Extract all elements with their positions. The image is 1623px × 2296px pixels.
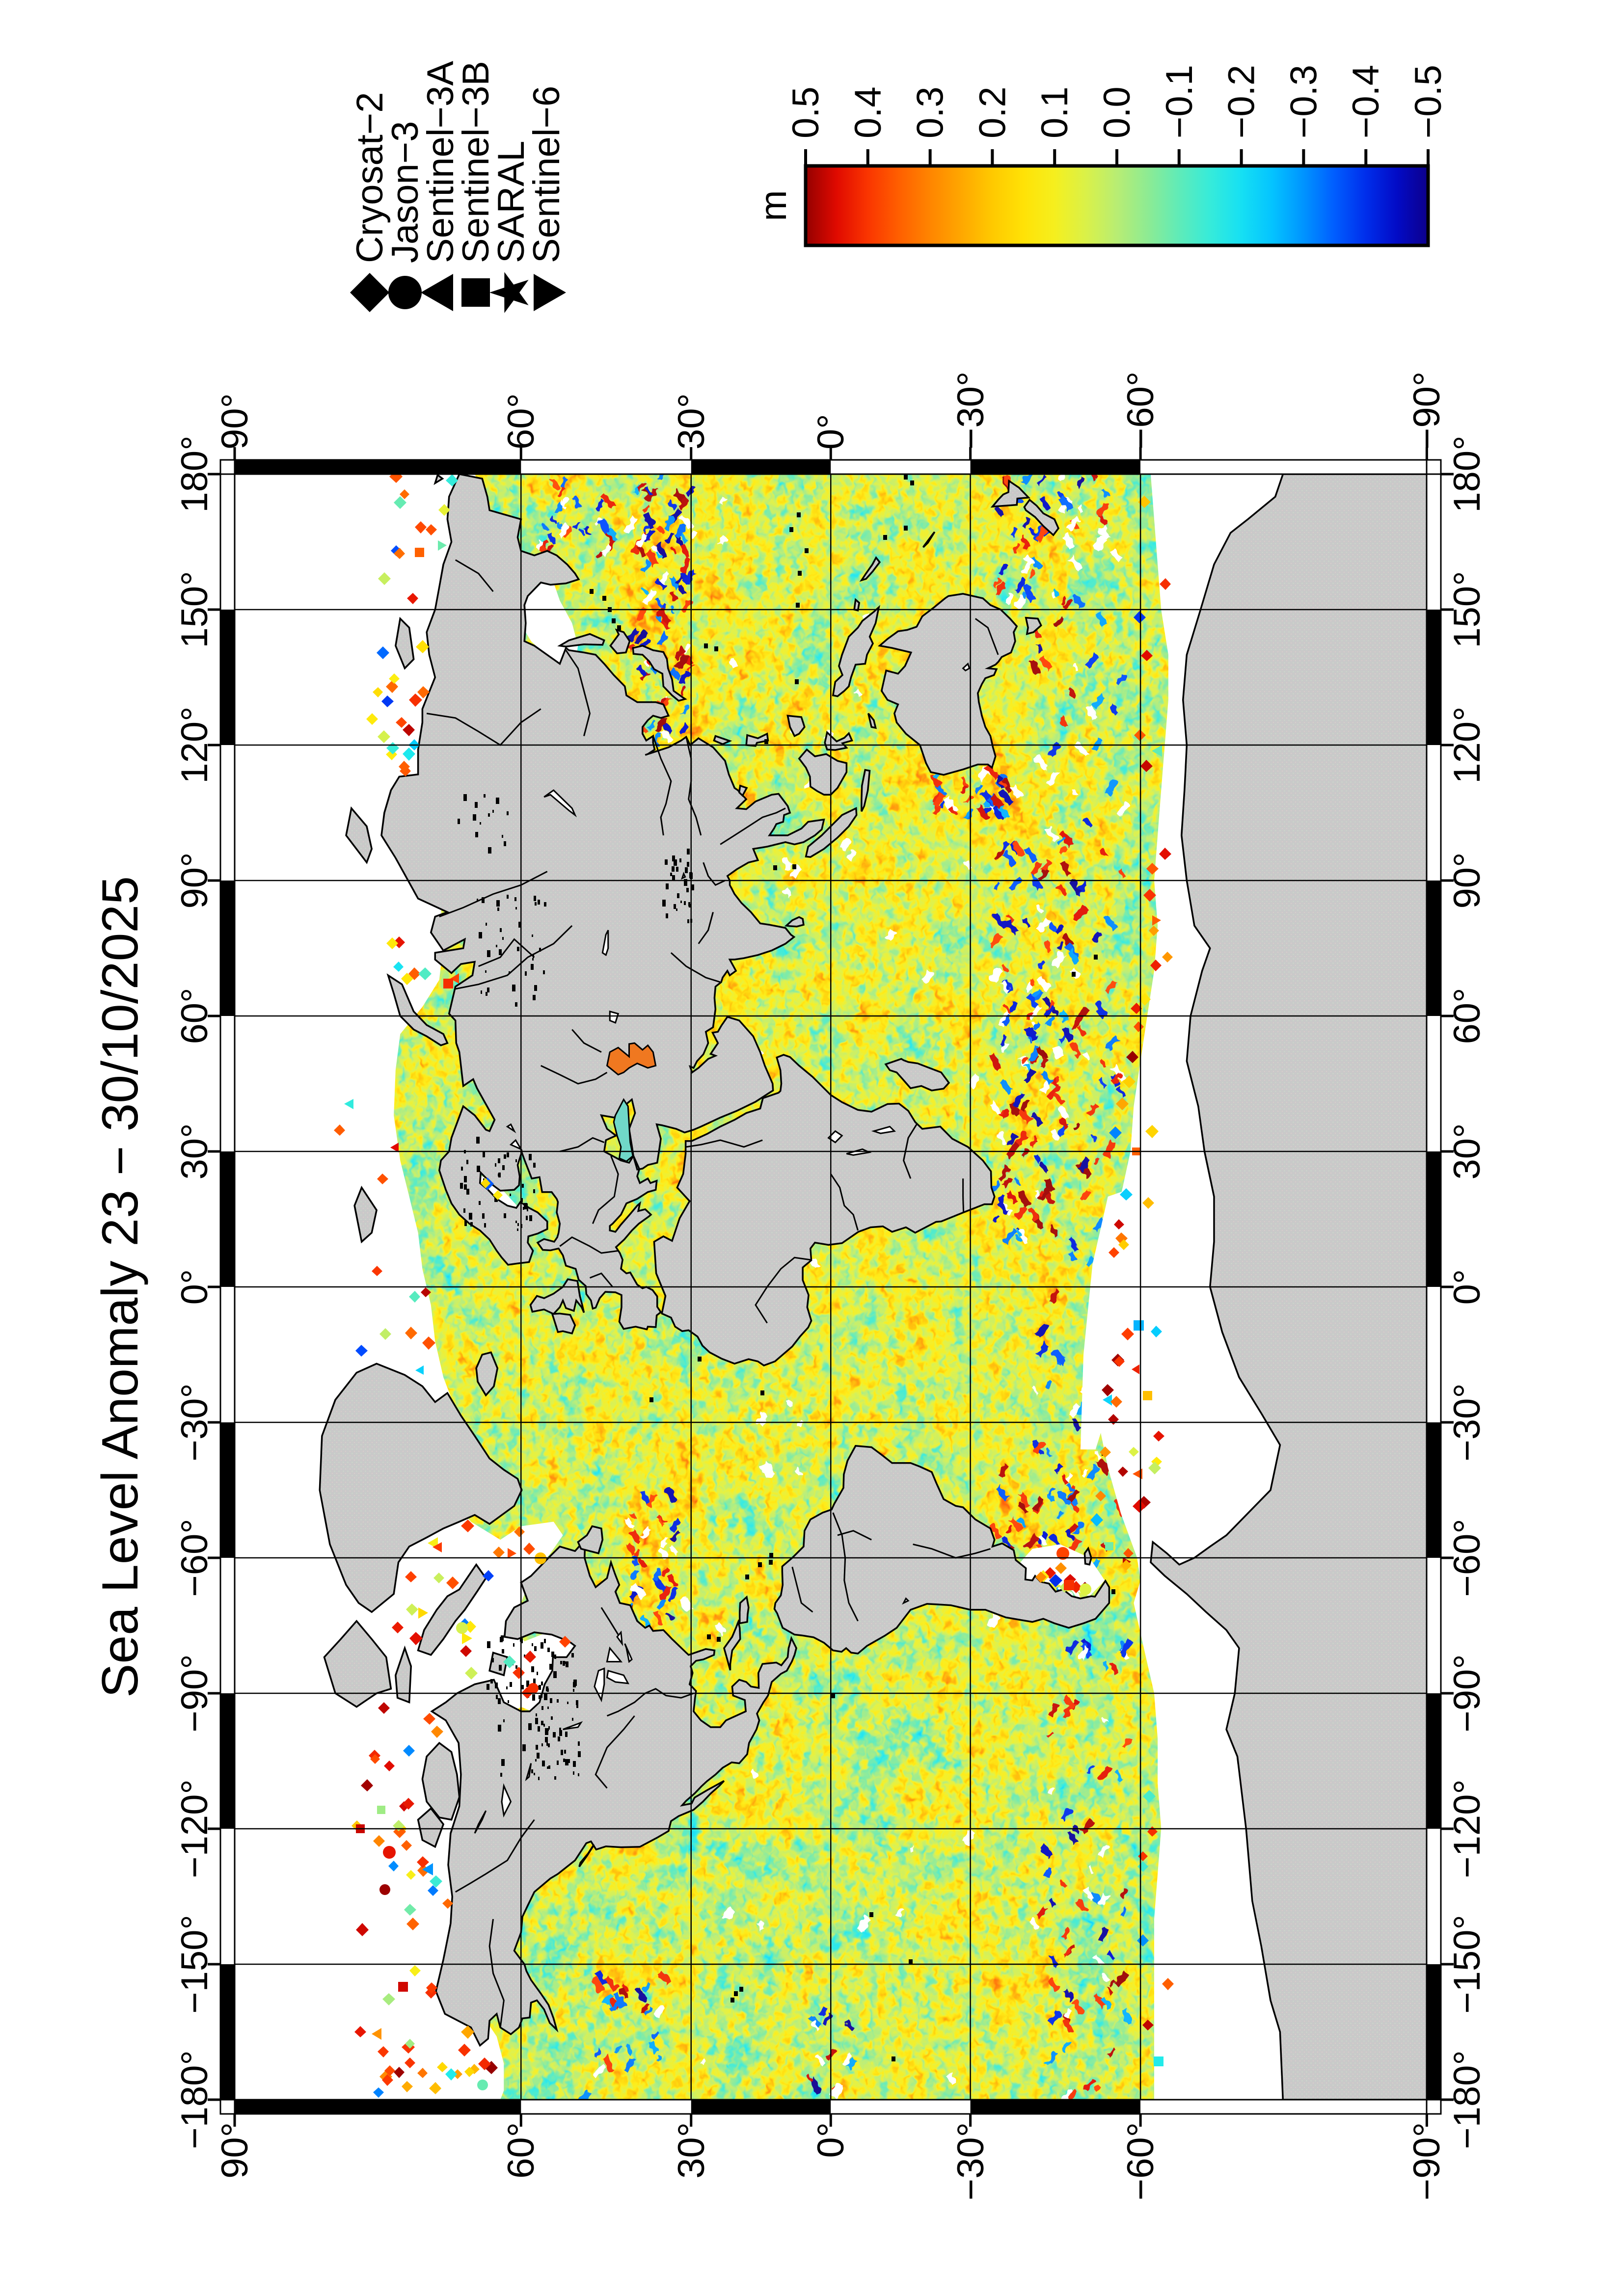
svg-text:−150°: −150° [1446, 1915, 1488, 2014]
svg-text:60°: 60° [500, 393, 542, 450]
svg-text:Jason−3: Jason−3 [384, 121, 426, 263]
svg-text:30°: 30° [1446, 1123, 1488, 1180]
svg-text:−0.2: −0.2 [1221, 65, 1263, 138]
svg-text:−150°: −150° [174, 1915, 216, 2014]
svg-text:−30°: −30° [174, 1383, 216, 1461]
svg-text:180°: 180° [1446, 435, 1488, 512]
svg-text:90°: 90° [1446, 853, 1488, 909]
svg-text:30°: 30° [671, 393, 712, 450]
svg-text:−0.5: −0.5 [1407, 65, 1449, 138]
svg-text:90°: 90° [174, 853, 216, 909]
svg-text:−180°: −180° [174, 2050, 216, 2149]
svg-text:0.5: 0.5 [785, 86, 827, 138]
svg-text:−0.3: −0.3 [1283, 65, 1325, 138]
svg-text:−60°: −60° [1120, 2122, 1162, 2200]
svg-text:0°: 0° [1446, 1269, 1488, 1305]
svg-text:180°: 180° [174, 435, 216, 512]
svg-text:0.4: 0.4 [847, 86, 889, 138]
svg-text:0.0: 0.0 [1096, 86, 1138, 138]
svg-text:−60°: −60° [1120, 372, 1162, 450]
svg-text:−90°: −90° [1446, 1654, 1488, 1732]
svg-text:60°: 60° [174, 988, 216, 1044]
svg-text:−30°: −30° [950, 2122, 992, 2200]
svg-text:30°: 30° [174, 1123, 216, 1180]
svg-text:120°: 120° [174, 706, 216, 783]
svg-text:0°: 0° [810, 414, 852, 450]
svg-text:90°: 90° [214, 393, 256, 450]
svg-text:m: m [753, 190, 794, 221]
svg-text:150°: 150° [174, 571, 216, 648]
svg-text:Cryosat−2: Cryosat−2 [349, 92, 391, 264]
svg-text:−60°: −60° [1446, 1519, 1488, 1597]
svg-text:−30°: −30° [1446, 1383, 1488, 1461]
svg-text:Sentinel−3A: Sentinel−3A [420, 61, 461, 263]
svg-text:90°: 90° [214, 2122, 256, 2179]
svg-text:Sentinel−3B: Sentinel−3B [455, 61, 497, 263]
svg-text:−120°: −120° [1446, 1779, 1488, 1878]
svg-text:0.2: 0.2 [972, 86, 1013, 138]
svg-text:Sentinel−6: Sentinel−6 [526, 86, 568, 263]
svg-text:120°: 120° [1446, 706, 1488, 783]
svg-text:150°: 150° [1446, 571, 1488, 648]
svg-text:30°: 30° [671, 2122, 712, 2179]
svg-text:0°: 0° [810, 2122, 852, 2158]
svg-text:−90°: −90° [1406, 2122, 1448, 2200]
svg-text:−60°: −60° [174, 1519, 216, 1597]
svg-text:Sea Level Anomaly 23 − 30/10/2: Sea Level Anomaly 23 − 30/10/2025 [92, 876, 149, 1698]
svg-text:−30°: −30° [950, 372, 992, 450]
svg-text:SARAL: SARAL [490, 141, 532, 263]
svg-text:−0.4: −0.4 [1345, 65, 1387, 138]
svg-text:60°: 60° [500, 2122, 542, 2179]
svg-text:60°: 60° [1446, 988, 1488, 1044]
svg-text:−0.1: −0.1 [1159, 65, 1200, 138]
svg-text:0.1: 0.1 [1034, 86, 1076, 138]
svg-text:0°: 0° [174, 1269, 216, 1305]
svg-text:0.3: 0.3 [910, 86, 951, 138]
svg-text:−120°: −120° [174, 1779, 216, 1878]
svg-text:−90°: −90° [174, 1654, 216, 1732]
svg-text:−180°: −180° [1446, 2050, 1488, 2149]
svg-text:−90°: −90° [1406, 372, 1448, 450]
